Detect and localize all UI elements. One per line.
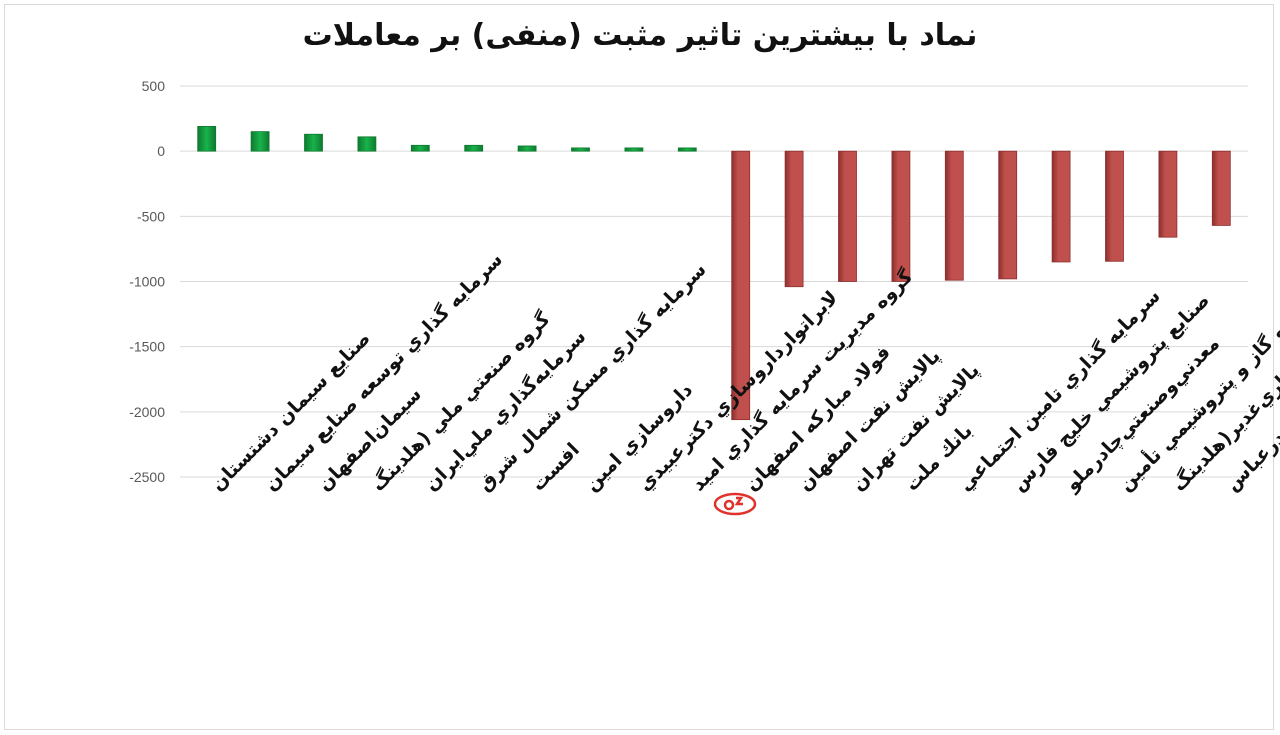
y-tick-label: 0 [157, 143, 165, 159]
bars [197, 126, 1231, 421]
y-tick-label: 500 [142, 78, 166, 94]
bar-negative [1158, 150, 1178, 238]
bar-negative [1105, 150, 1124, 262]
chart-title: نماد با بیشترین تاثیر مثبت (منفی) بر معا… [302, 18, 978, 53]
bar-positive [197, 126, 217, 152]
bar-negative [944, 150, 964, 281]
bar-negative [1211, 150, 1231, 226]
bar-negative [1051, 150, 1071, 263]
y-tick-label: -500 [137, 208, 165, 224]
bar-positive [571, 147, 590, 152]
y-tick-label: -2500 [129, 469, 165, 485]
bar-negative [838, 150, 857, 282]
bar-negative [784, 150, 804, 288]
chart-frame [4, 4, 1274, 730]
y-tick-label: -1500 [129, 339, 165, 355]
bar-positive [517, 145, 537, 152]
bar-positive [304, 133, 323, 152]
bar-positive [250, 131, 270, 152]
bar-negative [731, 150, 751, 421]
bar-negative [998, 150, 1018, 280]
bar-positive [677, 147, 697, 152]
bar-positive [624, 147, 644, 152]
y-axis-ticks: 500 0 -500 -1000 -1500 -2000 -2500 [129, 78, 165, 485]
y-tick-label: -2000 [129, 404, 165, 420]
bar-positive [357, 136, 377, 152]
bar-positive [464, 144, 484, 152]
bar-positive [410, 144, 430, 152]
bar-negative [891, 150, 911, 282]
logo-icon [713, 492, 757, 516]
y-tick-label: -1000 [129, 274, 165, 290]
